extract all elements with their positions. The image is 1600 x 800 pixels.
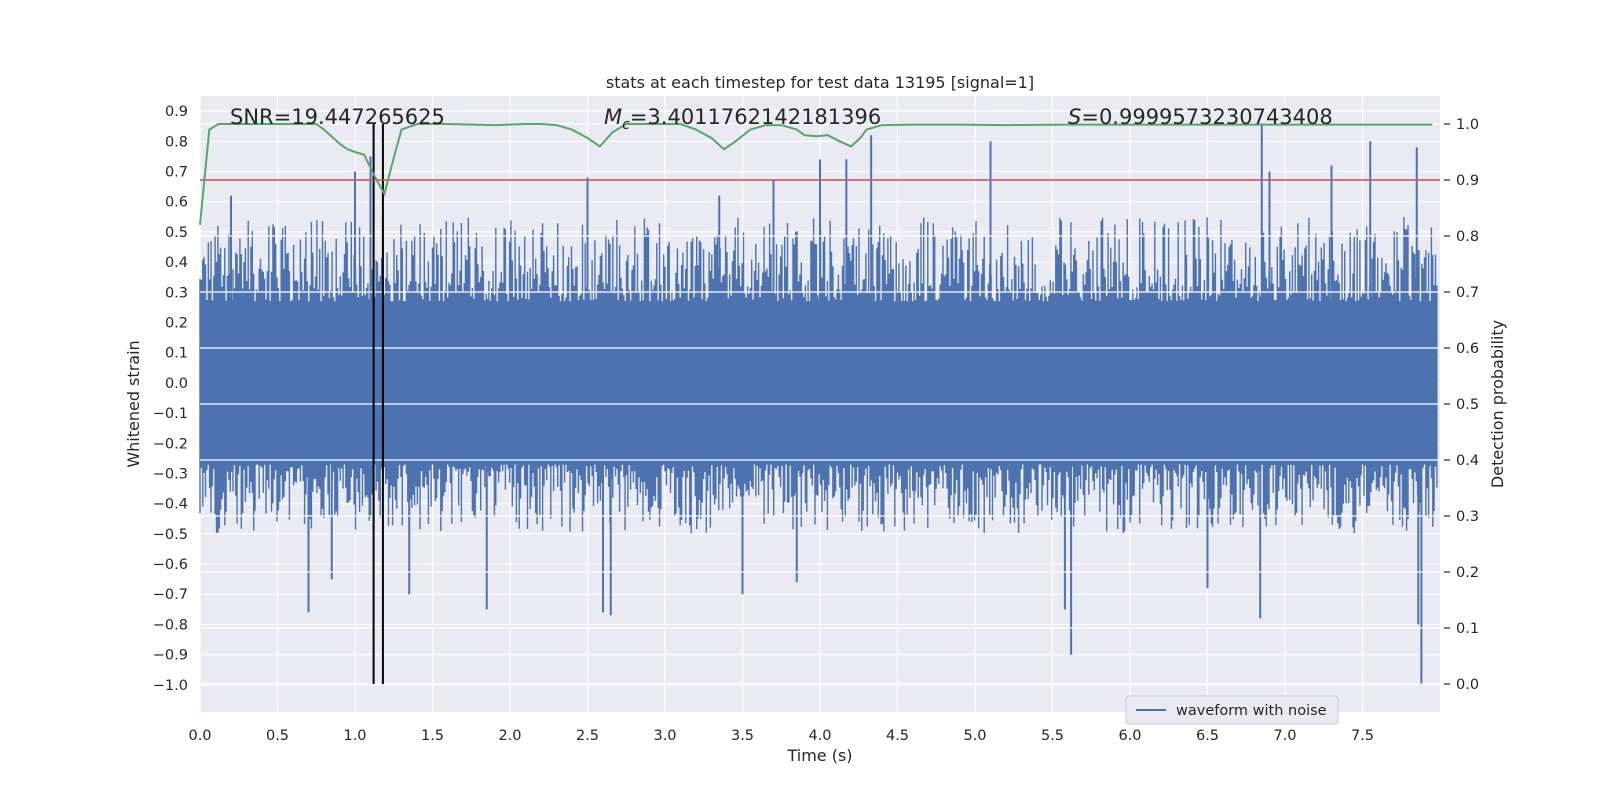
waveform-series (199, 123, 1438, 685)
detection-probability-line (199, 123, 1433, 225)
y-tick-label: −0.6 (153, 557, 188, 573)
y-tick-label: 0.3 (165, 285, 188, 301)
y-right-tick-label: 0.5 (1456, 397, 1479, 413)
vertical-markers (372, 124, 384, 684)
x-tick-label: 2.0 (498, 728, 521, 744)
y-right-tick-label: 0.0 (1456, 677, 1479, 693)
legend: waveform with noise (1125, 695, 1339, 725)
right-axis-grid-lines (200, 123, 1440, 685)
x-tick-label: 3.5 (731, 728, 754, 744)
x-tick-label: 7.5 (1351, 728, 1374, 744)
s-annotation: S=0.9999573230743408 (1068, 105, 1333, 129)
x-tick-label: 5.5 (1041, 728, 1064, 744)
y-tick-label: 0.2 (165, 315, 188, 331)
y-right-axis-ticks: 1.0 0.9 0.8 0.7 0.6 0.5 0.4 0.3 0.2 0.1 0.0 (1444, 117, 1479, 693)
x-tick-label: 7.0 (1273, 728, 1296, 744)
y-tick-label: 0.6 (165, 195, 188, 211)
legend-label: waveform with noise (1176, 703, 1327, 719)
y-tick-label: −0.8 (153, 617, 188, 633)
x-tick-label: 4.0 (808, 728, 831, 744)
x-tick-label: 1.0 (343, 728, 366, 744)
y-tick-label: 0.7 (165, 164, 188, 180)
x-tick-label: 5.0 (963, 728, 986, 744)
snr-annotation: SNR=19.447265625 (230, 105, 445, 129)
x-tick-label: 0.5 (266, 728, 289, 744)
chart-title: stats at each timestep for test data 131… (606, 73, 1034, 92)
y-tick-label: −0.7 (153, 587, 188, 603)
y-right-tick-label: 0.9 (1456, 173, 1479, 189)
y-right-axis-title: Detection probability (1488, 320, 1507, 488)
x-tick-label: 6.5 (1196, 728, 1219, 744)
y-right-tick-label: 0.4 (1456, 453, 1479, 469)
x-tick-label: 1.5 (421, 728, 444, 744)
y-axis-ticks: 0.9 0.8 0.7 0.6 0.5 0.4 0.3 0.2 0.1 0.0 −0.1 −0.2 −0… (153, 104, 188, 694)
chirp-mass-value: =3.4011762142181396 (630, 105, 881, 129)
x-axis-ticks: 0.0 0.5 1.0 1.5 2.0 2.5 3.0 3.5 4.0 4.5 5.0 5.5 6.0 6… (188, 728, 1374, 744)
y-tick-label: −0.9 (153, 648, 188, 664)
y-tick-label: 0.8 (165, 134, 188, 150)
legend-box (1125, 695, 1339, 725)
y-right-tick-label: 1.0 (1456, 117, 1479, 133)
x-tick-label: 3.0 (653, 728, 676, 744)
chirp-mass-subscript: c (622, 117, 630, 133)
y-tick-label: −0.2 (153, 436, 188, 452)
y-tick-label: −0.3 (153, 466, 188, 482)
y-right-tick-label: 0.8 (1456, 229, 1479, 245)
chirp-mass-annotation: Mc=3.4011762142181396 (604, 105, 881, 133)
y-right-tick-label: 0.7 (1456, 285, 1479, 301)
x-tick-label: 6.0 (1118, 728, 1141, 744)
y-right-tick-label: 0.6 (1456, 341, 1479, 357)
y-tick-label: −0.4 (153, 497, 188, 513)
y-tick-label: 0.1 (165, 346, 188, 362)
x-tick-label: 2.5 (576, 728, 599, 744)
y-axis-title: Whitened strain (124, 340, 143, 467)
y-tick-label: 0.0 (165, 376, 188, 392)
x-tick-label: 4.5 (886, 728, 909, 744)
y-right-tick-label: 0.1 (1456, 621, 1479, 637)
y-tick-label: 0.9 (165, 104, 188, 120)
y-tick-label: −1.0 (153, 678, 188, 694)
x-axis-title: Time (s) (786, 746, 852, 765)
waveform-trace (199, 217, 1438, 534)
y-right-tick-label: 0.2 (1456, 565, 1479, 581)
y-right-tick-label: 0.3 (1456, 509, 1479, 525)
y-tick-label: 0.5 (165, 225, 188, 241)
y-tick-label: −0.1 (153, 406, 188, 422)
y-tick-label: 0.4 (165, 255, 188, 271)
probability-series (199, 123, 1433, 225)
x-tick-label: 0.0 (188, 728, 211, 744)
s-value: =0.9999573230743408 (1081, 105, 1332, 129)
y-tick-label: −0.5 (153, 527, 188, 543)
s-symbol: S (1068, 105, 1081, 129)
chirp-mass-symbol: M (604, 105, 622, 129)
